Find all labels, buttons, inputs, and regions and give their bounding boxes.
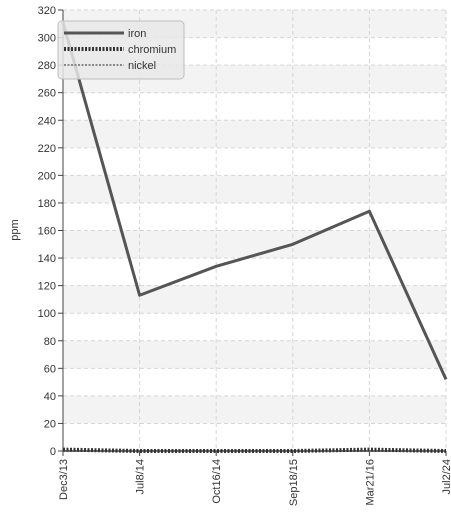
y-tick-label: 60 (44, 363, 56, 375)
legend-label-chromium: chromium (128, 44, 176, 56)
y-axis-label: ppm (9, 219, 21, 240)
y-tick-label: 300 (38, 33, 56, 45)
y-tick-label: 100 (38, 308, 56, 320)
y-tick-labels: 0 20 40 60 80 100 120 140 160 180 200 220 240 260 280 3… (38, 5, 56, 458)
legend-label-iron: iron (128, 28, 146, 40)
x-tick-labels: Dec3/13 Jul8/14 Oct16/14 Sep18/15 Mar21/16 Ju… (58, 459, 451, 506)
x-tick-label: Sep18/15 (288, 459, 300, 506)
legend: iron chromium nickel (57, 20, 185, 80)
y-tick-label: 0 (50, 446, 56, 458)
y-tick-label: 40 (44, 391, 56, 403)
x-tick-label: Mar21/16 (364, 459, 376, 505)
y-tick-label: 120 (38, 281, 56, 293)
y-tick-label: 140 (38, 253, 56, 265)
series-line-iron (61, 21, 448, 380)
x-tick-label: Dec3/13 (58, 459, 70, 500)
y-tick-label: 240 (38, 115, 56, 127)
y-tick-label: 280 (38, 60, 56, 72)
y-tick-label: 160 (38, 226, 56, 238)
grid-band (63, 285, 446, 314)
y-tick-label: 260 (38, 88, 56, 100)
x-tick-label: Oct16/14 (211, 459, 223, 504)
series-line-chromium (62, 447, 447, 453)
grid-band (63, 175, 446, 203)
y-tick-label: 220 (38, 143, 56, 155)
series-lines (61, 21, 448, 453)
grid-band (63, 340, 446, 369)
x-tick-label: Jul2/24 (441, 459, 451, 494)
x-tick-label: Jul8/14 (135, 459, 147, 494)
y-tick-label: 320 (38, 5, 56, 17)
y-tick-label: 20 (44, 418, 56, 430)
y-tick-label: 180 (38, 198, 56, 210)
grid-band (63, 120, 446, 148)
y-tick-label: 200 (38, 170, 56, 182)
y-tick-label: 80 (44, 336, 56, 348)
legend-label-nickel: nickel (128, 60, 156, 72)
grid-band (63, 395, 446, 424)
